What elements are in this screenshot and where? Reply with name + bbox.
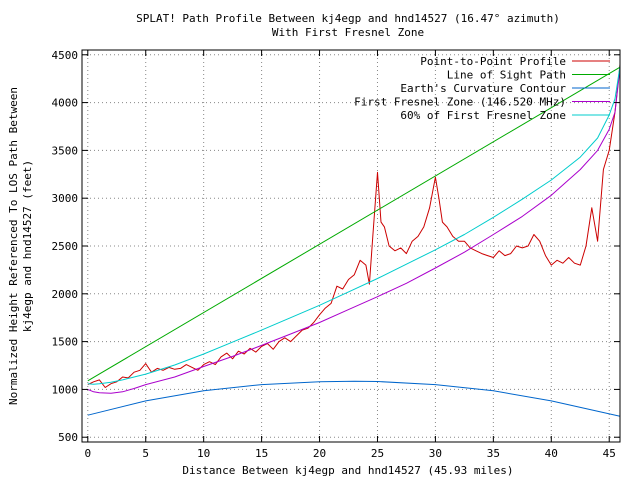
y-tick-label: 3500 <box>52 144 79 157</box>
y-axis-label-line2: kj4egp and hnd14527 (feet) <box>21 160 34 332</box>
x-tick-label: 30 <box>429 447 442 460</box>
y-axis-label-line1: Normalized Height Referenced To LOS Path… <box>7 87 20 405</box>
y-tick-label: 1000 <box>52 383 79 396</box>
y-tick-label: 1500 <box>52 336 79 349</box>
chart-subtitle: With First Fresnel Zone <box>272 26 424 39</box>
x-tick-label: 0 <box>84 447 91 460</box>
y-tick-label: 2500 <box>52 240 79 253</box>
x-tick-label: 20 <box>313 447 326 460</box>
x-tick-label: 25 <box>371 447 384 460</box>
y-axis-ticks: 500 1000 1500 2000 2500 3000 3500 4000 4500 <box>52 49 620 444</box>
legend-label: 60% of First Fresnel Zone <box>400 109 566 122</box>
series-line-first-fresnel-zone-146-520-mhz <box>87 68 621 394</box>
x-tick-label: 40 <box>545 447 558 460</box>
series-line-60-of-first-fresnel-zone <box>87 66 621 385</box>
series-line-line-of-sight-path <box>87 66 621 382</box>
legend-label: Line of Sight Path <box>447 69 566 82</box>
series-line-earth-s-curvature-contour <box>87 380 621 417</box>
legend-label: Point-to-Point Profile <box>420 55 566 68</box>
y-tick-label: 4500 <box>52 49 79 62</box>
x-tick-label: 15 <box>255 447 268 460</box>
legend-label: First Fresnel Zone (146.520 MHz) <box>354 96 566 109</box>
x-tick-label: 10 <box>197 447 210 460</box>
x-tick-label: 35 <box>487 447 500 460</box>
chart-title: SPLAT! Path Profile Between kj4egp and h… <box>136 12 560 25</box>
x-tick-label: 45 <box>603 447 616 460</box>
y-tick-label: 2000 <box>52 288 79 301</box>
x-tick-label: 5 <box>142 447 149 460</box>
y-tick-label: 500 <box>58 431 78 444</box>
series-line-point-to-point-profile <box>87 64 621 388</box>
x-axis-label: Distance Between kj4egp and hnd14527 (45… <box>182 464 513 477</box>
data-series <box>87 64 621 417</box>
x-axis-ticks: 0 5 10 15 20 25 30 35 40 45 <box>84 50 616 460</box>
grid-lines <box>82 50 620 442</box>
y-tick-label: 4000 <box>52 97 79 110</box>
legend-label: Earth's Curvature Contour <box>400 82 566 95</box>
y-tick-label: 3000 <box>52 192 79 205</box>
